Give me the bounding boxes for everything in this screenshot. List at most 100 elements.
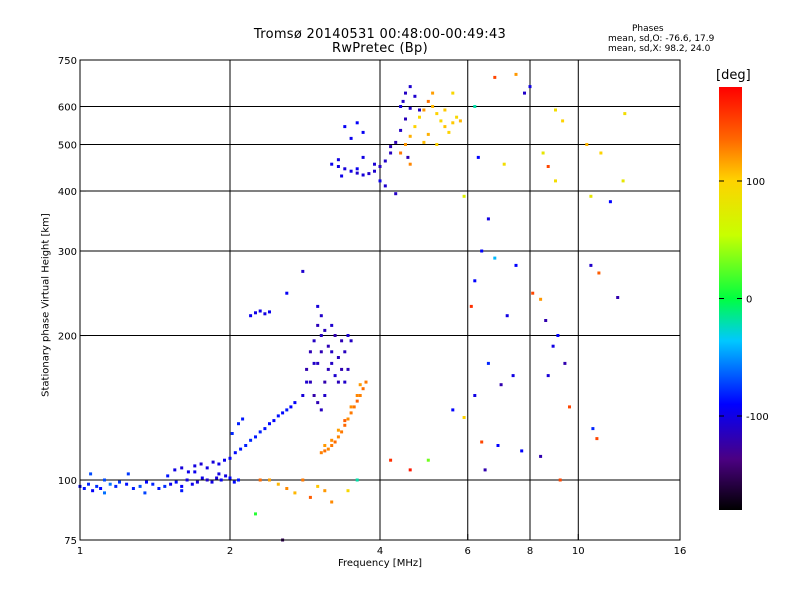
data-point (249, 438, 253, 442)
data-point (87, 482, 90, 486)
data-point (190, 482, 194, 486)
data-point (493, 256, 497, 260)
data-point (336, 435, 340, 439)
data-point (349, 169, 353, 173)
data-point (263, 427, 267, 431)
data-point (426, 132, 430, 136)
data-point (352, 405, 356, 409)
data-point (361, 387, 365, 391)
data-point (217, 472, 221, 476)
data-point (228, 456, 232, 460)
data-point (599, 151, 603, 155)
data-point (316, 304, 320, 308)
data-point (496, 444, 500, 447)
data-point (426, 99, 430, 103)
data-point (336, 158, 340, 162)
data-point (285, 487, 289, 490)
data-point (323, 328, 327, 332)
colorbar-tick-label: 0 (746, 295, 752, 306)
data-point (408, 106, 412, 110)
y-tick-label: 100 (58, 476, 77, 487)
data-point (169, 482, 173, 486)
data-point (217, 462, 221, 466)
data-point (528, 85, 532, 89)
data-point (399, 105, 403, 108)
data-point (232, 480, 236, 484)
phases-heading: Phases (632, 24, 664, 34)
data-point (151, 482, 155, 486)
data-point (239, 447, 243, 451)
data-point (312, 361, 316, 365)
data-point (349, 136, 353, 140)
data-point (443, 125, 447, 129)
data-point (173, 468, 177, 472)
x-tick-label: 1 (77, 546, 83, 557)
data-point (544, 319, 548, 322)
data-point (591, 427, 595, 431)
data-point (469, 304, 473, 308)
data-point (330, 361, 334, 365)
data-point (422, 108, 426, 112)
data-point (404, 91, 407, 95)
data-point (249, 314, 253, 318)
data-point (237, 478, 240, 482)
data-point (511, 374, 515, 378)
data-point (373, 162, 376, 166)
data-point (383, 159, 387, 163)
data-point (323, 394, 327, 397)
data-point (486, 361, 490, 365)
data-point (546, 374, 550, 378)
data-point (308, 380, 312, 384)
y-tick-label: 300 (58, 247, 77, 258)
data-point (258, 478, 262, 482)
data-point (316, 484, 320, 488)
data-point (205, 466, 209, 470)
data-point (166, 474, 170, 478)
data-point (343, 167, 347, 171)
data-point (621, 179, 625, 183)
data-point (355, 171, 359, 175)
data-point (597, 271, 601, 275)
data-point (343, 380, 347, 384)
data-point (143, 491, 147, 495)
data-point (131, 487, 135, 490)
data-point (514, 72, 518, 76)
data-point (502, 162, 506, 166)
data-point (308, 350, 312, 354)
data-point (293, 491, 297, 495)
data-point (346, 417, 350, 421)
data-point (200, 476, 204, 480)
colorbar-ticks: 100 0 -100 (719, 177, 769, 423)
axis-ticks (79, 59, 681, 541)
y-tick-label: 200 (58, 332, 77, 343)
data-point (346, 489, 350, 493)
data-point (89, 472, 93, 476)
data-point (355, 478, 359, 482)
data-point (211, 460, 215, 464)
colorbar-tick-label: 100 (746, 177, 765, 188)
data-point (447, 130, 451, 134)
data-point (531, 291, 535, 295)
data-point (330, 444, 334, 447)
data-point (473, 279, 477, 283)
data-point (435, 143, 439, 146)
data-point (244, 444, 248, 447)
data-point (589, 263, 593, 267)
data-point (361, 130, 365, 134)
data-point (343, 125, 347, 129)
data-point (589, 194, 593, 198)
data-point (343, 419, 347, 423)
data-point (95, 484, 99, 488)
data-point (305, 367, 309, 371)
data-point (539, 297, 543, 301)
data-point (458, 119, 462, 123)
data-point (364, 380, 368, 384)
data-point (103, 491, 106, 495)
data-point (103, 478, 106, 482)
data-point (289, 405, 293, 409)
data-point (541, 151, 545, 155)
data-point (426, 458, 430, 462)
x-tick-label: 4 (377, 546, 383, 557)
x-tick-label: 16 (674, 546, 687, 557)
data-point (493, 75, 497, 79)
